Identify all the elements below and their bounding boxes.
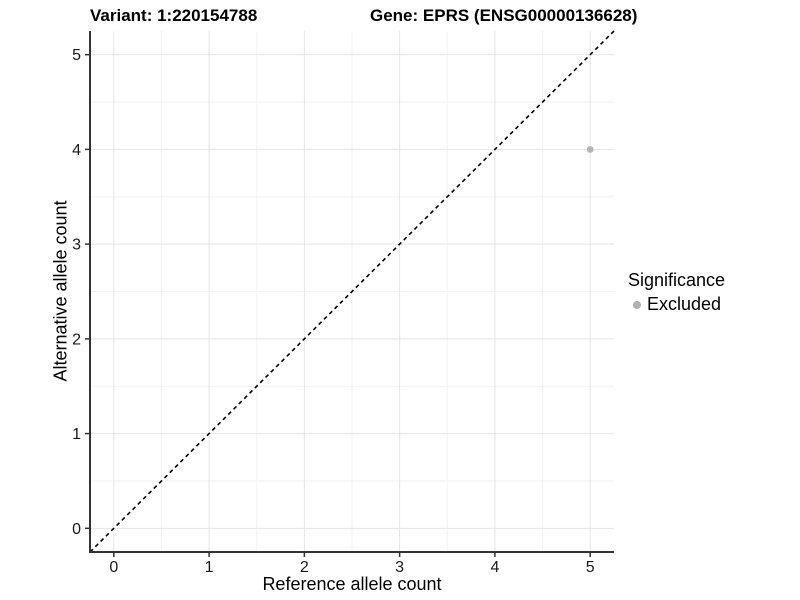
y-axis-title: Alternative allele count	[50, 200, 71, 382]
y-tick-label: 5	[72, 47, 81, 64]
x-tick-label: 2	[300, 559, 309, 576]
data-point	[586, 146, 594, 153]
identity-dashed-line	[89, 30, 615, 553]
legend-key-dot-icon	[633, 300, 641, 309]
legend-item-label: Excluded	[647, 294, 722, 314]
x-tick-label: 3	[395, 559, 404, 576]
y-tick-label: 1	[72, 426, 81, 443]
y-tick-label: 0	[72, 521, 81, 538]
x-tick-label: 4	[490, 559, 499, 576]
y-tick-label: 2	[72, 331, 81, 348]
x-tick-label: 0	[109, 559, 118, 576]
plot-title-gene: Gene: EPRS (ENSG00000136628)	[370, 6, 638, 25]
legend-item-excluded: Excluded	[628, 294, 725, 315]
x-tick-label: 5	[586, 559, 595, 576]
x-tick-label: 1	[205, 559, 214, 576]
x-axis-title: Reference allele count	[262, 574, 442, 594]
legend-title: Significance	[628, 270, 726, 290]
y-tick-label: 3	[72, 237, 81, 254]
y-tick-label: 4	[72, 142, 81, 159]
legend: Significance Excluded	[628, 270, 725, 315]
plot-title-variant: Variant: 1:220154788	[90, 6, 258, 25]
